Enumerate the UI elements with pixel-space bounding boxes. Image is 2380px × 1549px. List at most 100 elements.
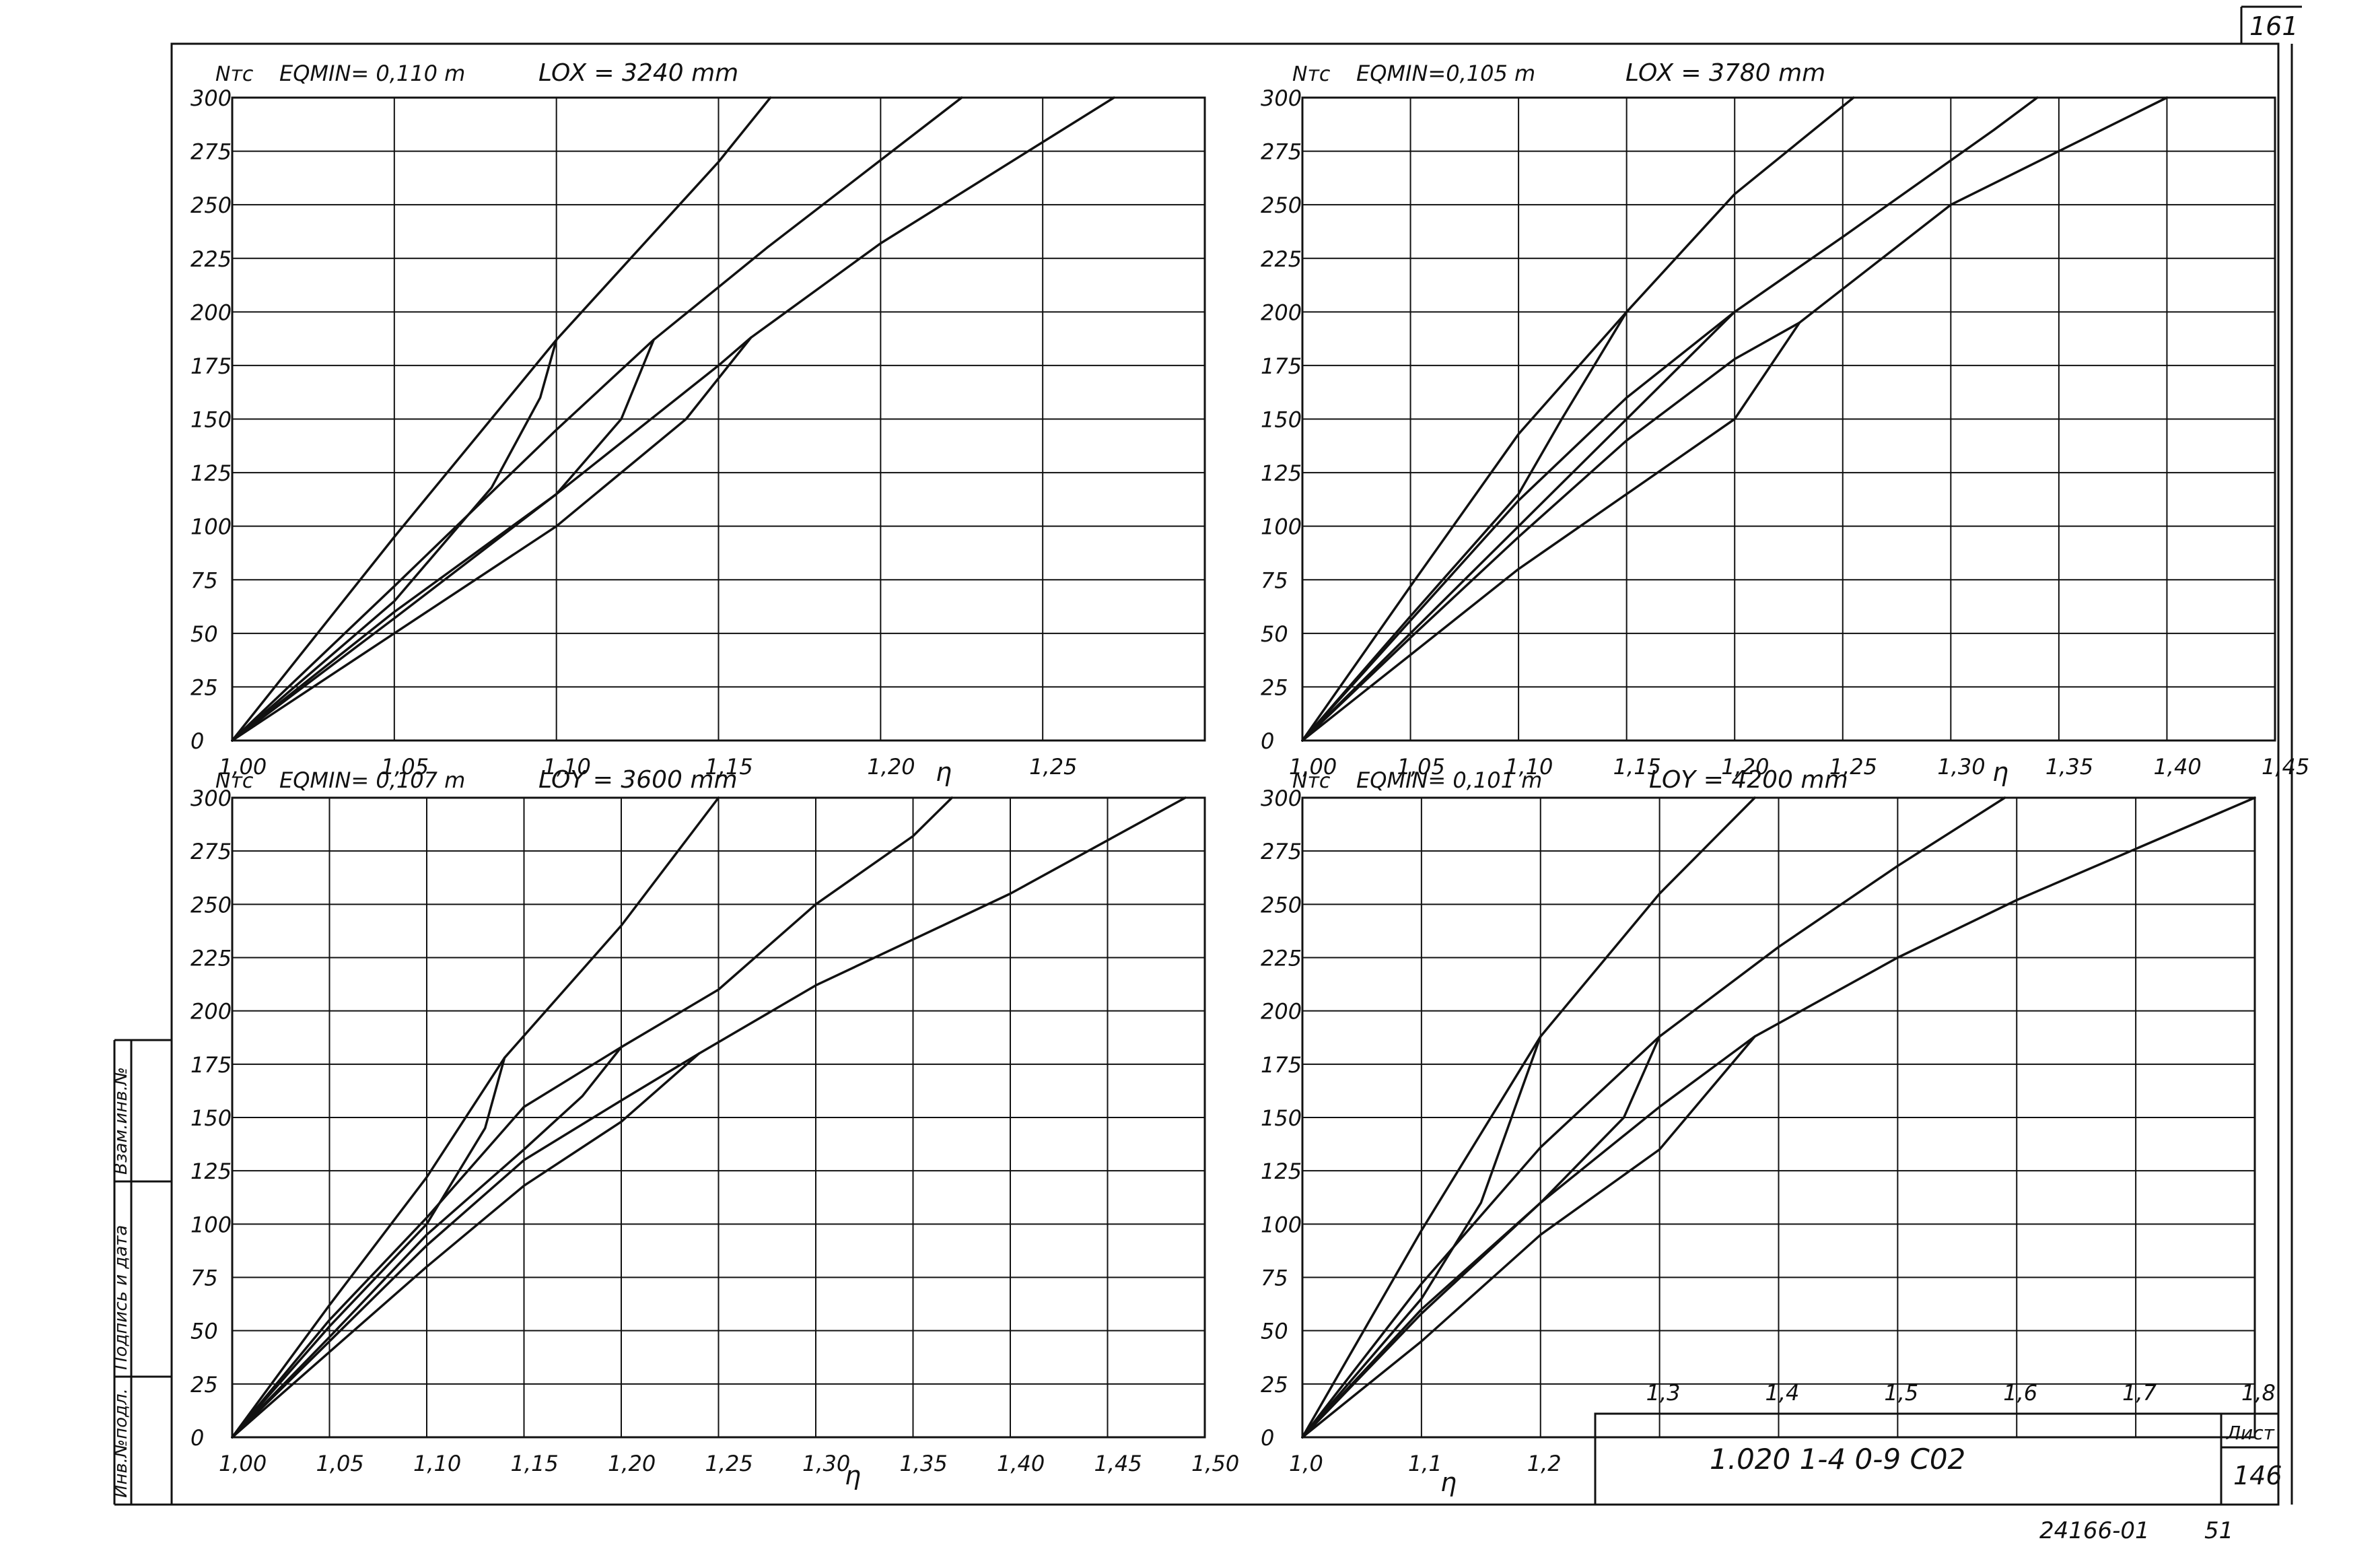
chart-3-xtick-label: 1,30 bbox=[802, 1451, 850, 1476]
chart-2-ytick-label: 200 bbox=[1261, 300, 1302, 325]
chart-3-xtick-label: 1,45 bbox=[1094, 1451, 1142, 1476]
chart-top-right: Nтс EQMIN=0,105 m LOX = 3780 mm η 0 25 50 7… bbox=[1261, 59, 2309, 787]
chart-3-ytick-label: 175 bbox=[190, 1052, 232, 1078]
title-stamp: 1.020 1-4 0-9 C02 Лист 146 bbox=[1594, 1412, 2282, 1506]
chart-3-ytick-label: 250 bbox=[190, 892, 232, 918]
chart-1-ytick-label: 225 bbox=[190, 246, 232, 272]
chart-2-series-3 bbox=[1301, 96, 2169, 742]
chart-2-ytick-label: 0 bbox=[1261, 728, 1274, 754]
chart-3-series-6 bbox=[231, 1045, 623, 1439]
chart-1-xtick-label: 1,00 bbox=[219, 754, 267, 780]
stamp-sheet-number: 146 bbox=[2233, 1461, 2282, 1490]
chart-2-xtick-label: 1,45 bbox=[2262, 754, 2309, 780]
chart-1-series-3 bbox=[231, 96, 1115, 742]
chart-1-xtick-label: 1,20 bbox=[867, 754, 915, 780]
chart-3-xlabel: η bbox=[845, 1461, 861, 1490]
chart-4-ytick-label: 50 bbox=[1261, 1319, 1288, 1344]
chart-3-ytick-label: 300 bbox=[190, 786, 232, 811]
footer-code: 24166-01 bbox=[2039, 1517, 2150, 1544]
chart-2-series-2 bbox=[1301, 96, 2039, 742]
chart-2-series-6 bbox=[1301, 310, 1736, 742]
chart-4-length-label: LOY = 4200 mm bbox=[1649, 766, 1848, 794]
chart-3-series-5 bbox=[231, 1056, 506, 1439]
chart-4-series-5 bbox=[1301, 1035, 1542, 1439]
chart-2-ylabel: Nтс bbox=[1292, 63, 1331, 86]
chart-4-ytick-label: 175 bbox=[1261, 1052, 1302, 1078]
chart-3-xtick-label: 1,00 bbox=[219, 1451, 267, 1476]
corner-box bbox=[2240, 5, 2302, 44]
chart-1-xlabel: η bbox=[936, 757, 952, 787]
chart-2-ytick-label: 225 bbox=[1261, 246, 1302, 272]
chart-top-left: Nтс EQMIN= 0,110 m LOX = 3240 mm η 0 25 50… bbox=[190, 59, 1206, 787]
chart-2-ytick-label: 100 bbox=[1261, 514, 1302, 540]
side-label-inv: Инв.№подл. bbox=[111, 1388, 131, 1498]
chart-3-ytick-label: 275 bbox=[190, 839, 232, 864]
chart-3-xtick-label: 1,35 bbox=[900, 1451, 948, 1476]
chart-4-ytick-label: 275 bbox=[1261, 839, 1302, 864]
chart-3-ytick-label: 125 bbox=[190, 1159, 232, 1184]
chart-4-ylabel: Nтс bbox=[1292, 769, 1331, 793]
chart-1-ytick-label: 0 bbox=[190, 728, 204, 754]
chart-3-xtick-label: 1,25 bbox=[705, 1451, 753, 1476]
chart-1-series-4 bbox=[231, 336, 753, 742]
chart-3-length-label: LOY = 3600 mm bbox=[538, 766, 738, 794]
chart-3-series-4 bbox=[231, 1052, 701, 1439]
chart-1-ytick-label: 25 bbox=[190, 675, 218, 700]
chart-2-ytick-label: 300 bbox=[1261, 85, 1302, 111]
chart-2-series-4 bbox=[1301, 321, 1801, 742]
chart-1-xtick-label: 1,15 bbox=[705, 754, 753, 780]
chart-2-xtick-label: 1,40 bbox=[2153, 754, 2201, 780]
chart-4-xtick-label: 1,5 bbox=[1884, 1380, 1918, 1406]
stamp-designation: 1.020 1-4 0-9 C02 bbox=[1710, 1443, 1965, 1476]
chart-2-xtick-label: 1,20 bbox=[1721, 754, 1769, 780]
chart-2-xtick-label: 1,15 bbox=[1613, 754, 1661, 780]
footer-page: 51 bbox=[2204, 1517, 2233, 1544]
corner-number: 161 bbox=[2249, 11, 2299, 41]
chart-2-xtick-label: 1,30 bbox=[1937, 754, 1985, 780]
chart-2-xtick-label: 1,25 bbox=[1829, 754, 1877, 780]
chart-4-xlabel: η bbox=[1440, 1468, 1457, 1497]
chart-1-xtick-label: 1,25 bbox=[1029, 754, 1077, 780]
chart-4-ytick-label: 0 bbox=[1261, 1425, 1274, 1451]
chart-4-eq-label: EQMIN= 0,101 m bbox=[1356, 767, 1542, 793]
chart-1-ytick-label: 50 bbox=[190, 621, 218, 647]
chart-1-ytick-label: 275 bbox=[190, 139, 232, 165]
chart-2-ytick-label: 175 bbox=[1261, 353, 1302, 379]
chart-2-xtick-label: 1,35 bbox=[2045, 754, 2093, 780]
chart-3-ytick-label: 200 bbox=[190, 999, 232, 1025]
chart-4-xtick-label: 1,1 bbox=[1408, 1451, 1442, 1476]
chart-1-ytick-label: 200 bbox=[190, 300, 232, 325]
chart-3-eq-label: EQMIN= 0,107 m bbox=[279, 767, 465, 793]
chart-1-series-2 bbox=[231, 96, 963, 742]
chart-2-ytick-label: 75 bbox=[1261, 567, 1288, 593]
chart-3-xtick-label: 1,10 bbox=[413, 1451, 461, 1476]
chart-2-ytick-label: 50 bbox=[1261, 621, 1288, 647]
chart-bottom-left: Nтс EQMIN= 0,107 m LOY = 3600 mm η 0 25 50… bbox=[190, 766, 1239, 1490]
chart-bottom-right: Nтс EQMIN= 0,101 m LOY = 4200 mm η 0 25 50… bbox=[1261, 766, 2276, 1497]
chart-2-xtick-label: 1,00 bbox=[1289, 754, 1337, 780]
chart-3-ytick-label: 100 bbox=[190, 1212, 232, 1237]
side-label-sign: Подпись и дата bbox=[111, 1225, 131, 1370]
chart-4-ytick-label: 100 bbox=[1261, 1212, 1302, 1237]
chart-3-series-3 bbox=[231, 796, 1187, 1439]
chart-2-ytick-label: 250 bbox=[1261, 193, 1302, 218]
chart-3-ytick-label: 50 bbox=[190, 1319, 218, 1344]
chart-4-ytick-label: 125 bbox=[1261, 1159, 1302, 1184]
chart-1-eq-label: EQMIN= 0,110 m bbox=[279, 61, 465, 86]
chart-3-ytick-label: 75 bbox=[190, 1266, 218, 1291]
chart-2-xtick-label: 1,05 bbox=[1397, 754, 1445, 780]
chart-3-ytick-label: 0 bbox=[190, 1425, 204, 1451]
side-strip: Инв.№подл. Подпись и дата Взам.инв.№ bbox=[111, 1039, 172, 1506]
chart-2-ytick-label: 125 bbox=[1261, 460, 1302, 486]
chart-1-xtick-label: 1,05 bbox=[381, 754, 429, 780]
chart-2-ytick-label: 275 bbox=[1261, 139, 1302, 165]
chart-4-xtick-label: 1,4 bbox=[1765, 1380, 1800, 1406]
chart-4-xtick-label: 1,2 bbox=[1527, 1451, 1562, 1476]
chart-1-series-5 bbox=[231, 338, 558, 742]
chart-4-ytick-label: 200 bbox=[1261, 999, 1302, 1025]
chart-2-xtick-label: 1,10 bbox=[1505, 754, 1553, 780]
chart-4-series-6 bbox=[1301, 1035, 1661, 1439]
chart-4-series-4 bbox=[1301, 1035, 1756, 1439]
stamp-sheet-label: Лист bbox=[2226, 1422, 2275, 1444]
